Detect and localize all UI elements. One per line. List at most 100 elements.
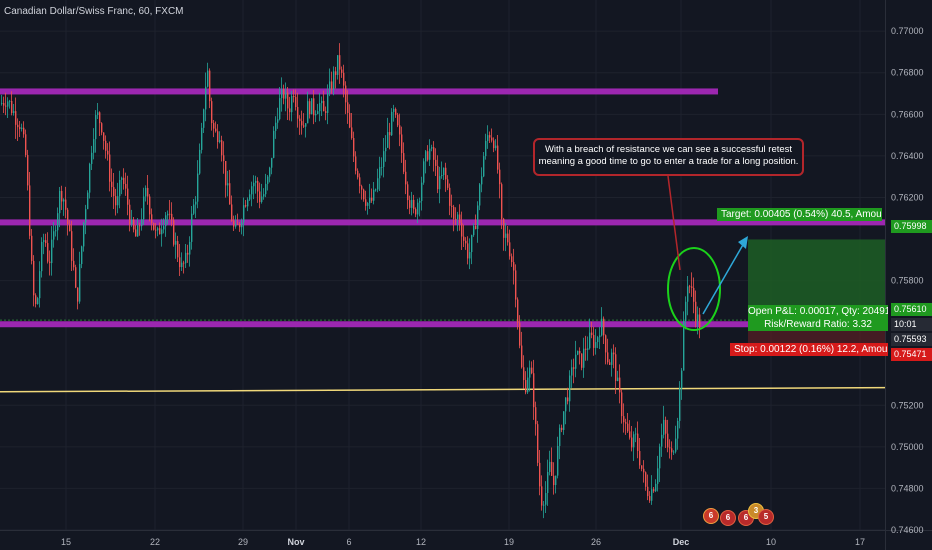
candle-body bbox=[615, 354, 617, 381]
candle-body bbox=[685, 301, 687, 322]
y-tick-label: 0.75800 bbox=[891, 276, 924, 286]
candle-body bbox=[631, 437, 633, 448]
candle-body bbox=[535, 407, 537, 425]
candle-body bbox=[635, 433, 637, 435]
candle-body bbox=[265, 183, 267, 195]
candle-body bbox=[21, 127, 23, 129]
candle-body bbox=[459, 214, 461, 223]
candle-body bbox=[411, 199, 413, 208]
candle-body bbox=[251, 186, 253, 195]
candle-body bbox=[257, 180, 259, 192]
candle-body bbox=[557, 445, 559, 476]
candle-body bbox=[441, 175, 443, 177]
candle-body bbox=[365, 199, 367, 206]
candle-body bbox=[445, 167, 447, 180]
candle-body bbox=[475, 225, 477, 229]
candle-body bbox=[225, 161, 227, 186]
candle-body bbox=[237, 223, 239, 225]
candle-body bbox=[467, 243, 469, 259]
candle-body bbox=[99, 112, 101, 124]
target-tag[interactable]: Target: 0.00405 (0.54%) 40.5, Amount: 18… bbox=[717, 208, 882, 221]
candle-body bbox=[263, 194, 265, 197]
projection-arrow-line bbox=[702, 242, 745, 315]
candle-body bbox=[443, 167, 445, 176]
candle-body bbox=[329, 81, 331, 93]
candle-body bbox=[293, 95, 295, 98]
candle-body bbox=[165, 215, 167, 227]
candle-body bbox=[35, 295, 37, 305]
candle-body bbox=[515, 270, 517, 300]
event-icon-1[interactable]: 6 bbox=[703, 508, 719, 524]
candle-body bbox=[217, 131, 219, 142]
candle-body bbox=[391, 111, 393, 136]
candle-body bbox=[163, 226, 165, 230]
candle-body bbox=[689, 286, 691, 288]
candle-body bbox=[479, 184, 481, 206]
open-pl-tag[interactable]: Open P&L: 0.00017, Qty: 204918 Risk/Rewa… bbox=[748, 305, 888, 331]
candle-body bbox=[51, 239, 53, 264]
candle-body bbox=[65, 199, 67, 210]
candle-body bbox=[697, 314, 699, 322]
candlesticks bbox=[1, 43, 701, 519]
candle-body bbox=[463, 236, 465, 241]
candle-body bbox=[147, 187, 149, 197]
event-icon-2[interactable]: 6 bbox=[720, 510, 736, 526]
candle-body bbox=[41, 241, 43, 272]
candle-body bbox=[567, 397, 569, 402]
y-tick-label: 0.75200 bbox=[891, 400, 924, 410]
candle-body bbox=[405, 171, 407, 185]
candle-body bbox=[195, 201, 197, 205]
event-icon-5[interactable]: 5 bbox=[758, 509, 774, 525]
time-axis[interactable]: 15 22 29 Nov 6 12 19 26 Dec 10 17 bbox=[61, 537, 865, 547]
candle-body bbox=[511, 256, 513, 263]
candle-body bbox=[529, 367, 531, 378]
stop-tag[interactable]: Stop: 0.00122 (0.16%) 12.2, Amount: 75 bbox=[730, 343, 888, 356]
candle-body bbox=[681, 370, 683, 389]
candle-body bbox=[137, 225, 139, 237]
candle-body bbox=[149, 196, 151, 215]
candle-body bbox=[277, 119, 279, 123]
candle-body bbox=[183, 262, 185, 264]
candle-body bbox=[491, 137, 493, 141]
candle-body bbox=[25, 134, 27, 156]
candle-body bbox=[287, 92, 289, 109]
candle-body bbox=[377, 178, 379, 190]
candle-body bbox=[337, 55, 339, 75]
candle-body bbox=[11, 100, 13, 114]
candle-body bbox=[425, 151, 427, 162]
candle-body bbox=[131, 219, 133, 225]
candle-body bbox=[641, 465, 643, 469]
candle-body bbox=[693, 287, 695, 302]
candle-body bbox=[95, 115, 97, 140]
candle-body bbox=[341, 69, 343, 73]
candle-body bbox=[171, 213, 173, 221]
candle-body bbox=[305, 123, 307, 127]
price-axis[interactable]: 0.77000 0.76800 0.76600 0.76400 0.76200 0.758… bbox=[891, 26, 924, 535]
chart-title: Canadian Dollar/Swiss Franc, 60, FXCM bbox=[4, 6, 184, 17]
candle-body bbox=[281, 88, 283, 99]
candle-body bbox=[665, 419, 667, 434]
candle-body bbox=[69, 224, 71, 232]
candle-body bbox=[695, 301, 697, 322]
candle-body bbox=[585, 348, 587, 350]
resistance-line bbox=[0, 219, 885, 226]
candle-body bbox=[13, 111, 15, 114]
annotation-callout[interactable]: With a breach of resistance we can see a… bbox=[533, 138, 804, 176]
candle-body bbox=[235, 223, 237, 227]
candle-body bbox=[581, 353, 583, 368]
candle-body bbox=[81, 246, 83, 265]
candle-body bbox=[177, 241, 179, 258]
candle-body bbox=[291, 95, 293, 113]
candle-body bbox=[633, 434, 635, 448]
candle-body bbox=[213, 123, 215, 129]
candle-body bbox=[525, 380, 527, 393]
candle-body bbox=[629, 431, 631, 438]
candle-body bbox=[205, 86, 207, 110]
candle-body bbox=[519, 322, 521, 346]
candle-body bbox=[359, 177, 361, 187]
y-tick-label: 0.76200 bbox=[891, 192, 924, 202]
candle-body bbox=[189, 241, 191, 255]
candle-body bbox=[109, 154, 111, 182]
candle-body bbox=[245, 205, 247, 207]
